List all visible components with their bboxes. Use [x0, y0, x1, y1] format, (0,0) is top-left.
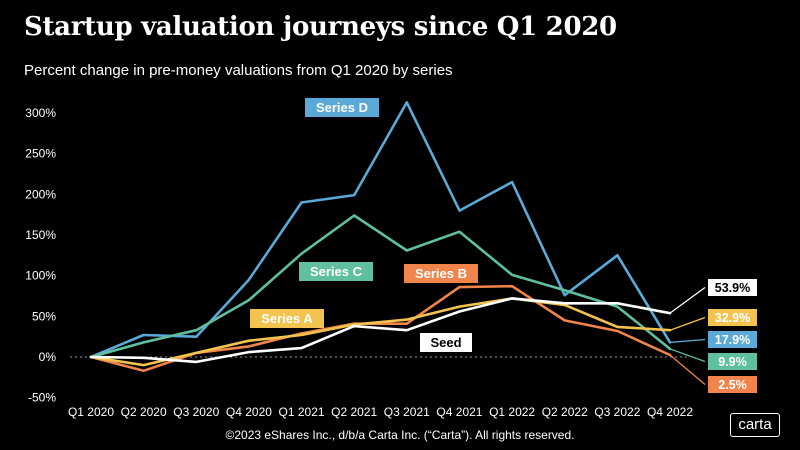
x-tick-label: Q1 2022 [489, 405, 535, 419]
series-line-series-c [89, 214, 672, 359]
y-tick-label: 150% [25, 228, 56, 242]
series-label-box-series-a [250, 309, 324, 328]
y-tick-label: 50% [32, 309, 56, 323]
series-lines [89, 101, 672, 373]
series-label-series-d: Series D [316, 100, 368, 115]
leader-line-series-a [669, 316, 706, 331]
series-line-series-a [89, 297, 672, 367]
end-label-series-d: 17.9% [715, 333, 750, 347]
x-tick-label: Q2 2020 [121, 405, 167, 419]
x-tick-label: Q1 2020 [68, 405, 114, 419]
leader-line-seed [669, 286, 706, 314]
series-label-series-c: Series C [310, 264, 363, 279]
x-tick-label: Q4 2021 [436, 405, 482, 419]
end-label-series-a: 32.9% [715, 311, 750, 325]
chart-subtitle: Percent change in pre-money valuations f… [24, 62, 453, 79]
leader-line-series-d [669, 338, 706, 344]
series-label-box-seed [420, 333, 472, 352]
y-tick-label: -50% [28, 391, 56, 405]
end-label-box-series-a [708, 309, 757, 326]
series-line-series-d [89, 101, 672, 359]
chart-title: Startup valuation journeys since Q1 2020 [24, 12, 617, 42]
x-tick-label: Q3 2020 [173, 405, 219, 419]
x-tick-label: Q3 2021 [384, 405, 430, 419]
end-label-box-series-c [708, 353, 757, 370]
series-line-seed [89, 297, 672, 364]
series-label-box-series-b [404, 264, 478, 283]
x-tick-label: Q1 2021 [279, 405, 325, 419]
series-label-seed: Seed [430, 335, 461, 350]
series-label-box-series-c [299, 262, 373, 281]
end-label-series-c: 9.9% [718, 355, 747, 369]
carta-logo: carta [730, 413, 780, 437]
end-value-labels: 17.9% 9.9% 2.5% 32.9% 53.9% [669, 279, 757, 393]
x-tick-label: Q4 2022 [647, 405, 693, 419]
end-label-box-series-b [708, 376, 757, 393]
series-label-series-a: Series A [261, 311, 313, 326]
series-label-series-b: Series B [415, 266, 467, 281]
end-label-seed: 53.9% [715, 281, 750, 295]
y-tick-label: 100% [25, 269, 56, 283]
leader-line-series-c [669, 348, 706, 363]
axes: -50% 0% 50% 100% 150% 200% 250% 300% Q1 2020 Q2 2… [25, 106, 693, 419]
copyright-footer: ©2023 eShares Inc., d/b/a Carta Inc. (“C… [225, 428, 575, 442]
end-label-box-seed [708, 279, 757, 296]
end-label-series-b: 2.5% [718, 378, 747, 392]
y-tick-label: 300% [25, 106, 56, 120]
leader-line-series-b [669, 354, 706, 385]
x-tick-label: Q2 2021 [331, 405, 377, 419]
x-tick-label: Q2 2022 [542, 405, 588, 419]
series-label-box-series-d [305, 98, 379, 117]
x-tick-label: Q3 2022 [594, 405, 640, 419]
y-tick-label: 0% [39, 350, 57, 364]
x-tick-label: Q4 2020 [226, 405, 272, 419]
series-labels: Series D Series C Series B Series A Seed [250, 98, 478, 352]
y-tick-label: 250% [25, 147, 56, 161]
y-tick-label: 200% [25, 187, 56, 201]
end-label-box-series-d [708, 331, 757, 348]
